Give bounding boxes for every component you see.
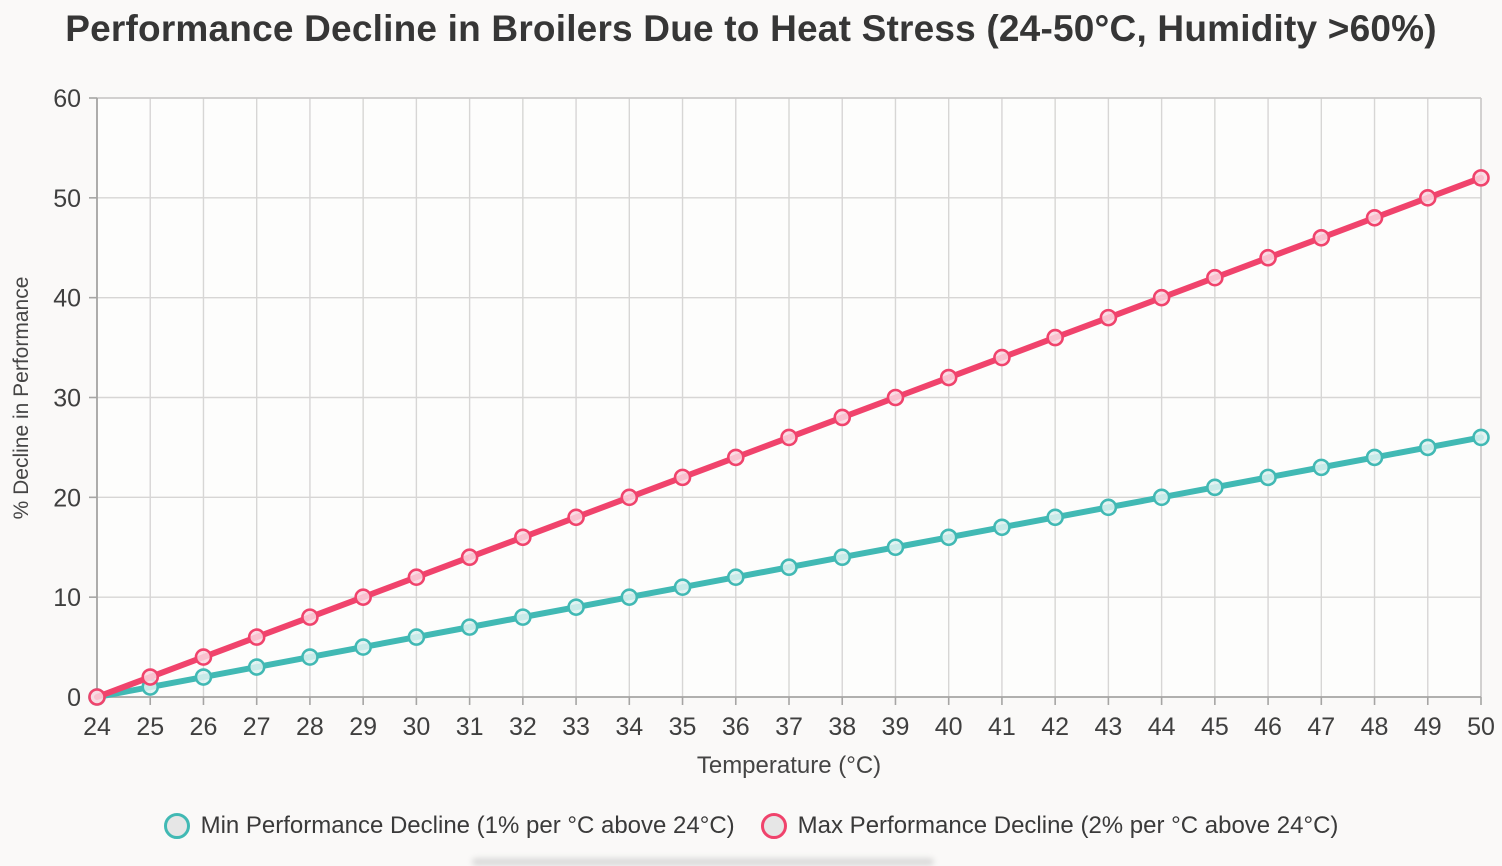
- data-point-min: [1312, 458, 1331, 477]
- data-point-max: [88, 688, 106, 706]
- chart-title: Performance Decline in Broilers Due to H…: [65, 8, 1437, 49]
- legend-item-min: Min Performance Decline (1% per °C above…: [163, 812, 735, 840]
- data-point-max: [194, 648, 213, 666]
- data-point-max: [939, 368, 958, 387]
- data-point-min: [939, 528, 958, 547]
- x-tick-label: 44: [1148, 713, 1176, 741]
- y-tick-label: 60: [53, 85, 81, 113]
- data-point-min: [1418, 438, 1437, 457]
- data-point-min: [1099, 498, 1118, 517]
- data-point-max: [1152, 288, 1171, 307]
- data-point-min: [460, 618, 479, 636]
- data-point-min: [1472, 428, 1490, 447]
- min-series-marker-icon: [163, 813, 190, 839]
- data-point-max: [1418, 189, 1437, 207]
- data-point-max: [726, 448, 745, 467]
- x-tick-label: 39: [882, 713, 910, 741]
- x-tick-label: 37: [775, 713, 803, 741]
- x-tick-label: 31: [456, 713, 484, 741]
- data-point-max: [407, 568, 426, 587]
- data-point-max: [833, 408, 852, 427]
- y-tick-label: 50: [53, 185, 81, 213]
- max-series-marker-icon: [760, 813, 787, 839]
- legend-label-max: Max Performance Decline (2% per °C above…: [797, 812, 1339, 839]
- data-point-min: [993, 518, 1011, 537]
- data-point-min: [1046, 508, 1064, 527]
- x-tick-label: 41: [988, 713, 1016, 741]
- x-tick-label: 33: [562, 713, 590, 741]
- data-point-max: [514, 528, 532, 547]
- y-tick-label: 10: [53, 584, 81, 612]
- x-tick-label: 46: [1254, 713, 1282, 741]
- x-tick-label: 35: [669, 713, 697, 741]
- data-point-max: [301, 608, 319, 626]
- data-point-min: [620, 588, 639, 606]
- data-point-max: [247, 628, 266, 646]
- x-tick-label: 43: [1094, 713, 1122, 741]
- data-point-max: [620, 488, 639, 507]
- data-point-min: [194, 668, 213, 686]
- legend: Min Performance Decline (1% per °C above…: [0, 812, 1502, 840]
- y-tick-label: 0: [67, 684, 81, 712]
- data-point-min: [247, 658, 266, 676]
- x-tick-label: 34: [615, 713, 643, 741]
- data-point-min: [1365, 448, 1384, 467]
- x-tick-label: 26: [190, 713, 218, 741]
- bottom-artifact: [472, 858, 934, 866]
- x-tick-label: 29: [349, 713, 377, 741]
- x-tick-label: 50: [1467, 713, 1495, 741]
- data-point-max: [1472, 169, 1490, 187]
- data-point-min: [1206, 478, 1224, 497]
- data-point-max: [354, 588, 372, 606]
- data-point-max: [460, 548, 479, 567]
- x-tick-label: 48: [1361, 713, 1389, 741]
- data-point-max: [1259, 248, 1277, 267]
- x-tick-label: 30: [402, 713, 430, 741]
- x-tick-label: 49: [1414, 713, 1442, 741]
- x-tick-label: 40: [935, 713, 963, 741]
- data-point-min: [886, 538, 905, 557]
- y-tick-label: 20: [53, 484, 81, 512]
- data-point-min: [1259, 468, 1277, 487]
- x-tick-label: 27: [243, 713, 271, 741]
- x-axis-label: Temperature (°C): [696, 752, 882, 779]
- data-point-max: [993, 348, 1011, 367]
- data-point-max: [1099, 308, 1118, 327]
- data-point-min: [780, 558, 798, 577]
- data-point-min: [301, 648, 319, 666]
- y-tick-label: 40: [53, 285, 81, 313]
- x-tick-label: 32: [509, 713, 537, 741]
- data-point-max: [567, 508, 585, 527]
- data-point-max: [886, 388, 905, 407]
- data-point-min: [354, 638, 372, 656]
- data-point-min: [1152, 488, 1171, 507]
- x-tick-label: 36: [722, 713, 750, 741]
- legend-item-max: Max Performance Decline (2% per °C above…: [760, 812, 1339, 840]
- x-tick-label: 47: [1307, 713, 1335, 741]
- x-tick-label: 45: [1201, 713, 1229, 741]
- x-tick-label: 42: [1041, 713, 1069, 741]
- data-point-max: [780, 428, 798, 447]
- data-point-min: [514, 608, 532, 626]
- data-point-min: [567, 598, 585, 616]
- data-point-max: [141, 668, 160, 686]
- y-tick-label: 30: [53, 385, 81, 413]
- data-point-min: [407, 628, 426, 646]
- x-tick-label: 28: [296, 713, 324, 741]
- data-point-max: [1206, 268, 1224, 287]
- data-point-max: [1365, 209, 1384, 227]
- legend-label-min: Min Performance Decline (1% per °C above…: [200, 812, 735, 839]
- x-tick-label: 25: [136, 713, 164, 741]
- data-point-max: [673, 468, 692, 487]
- data-point-max: [1312, 228, 1331, 247]
- x-tick-label: 38: [828, 713, 856, 741]
- data-point-min: [726, 568, 745, 587]
- x-tick-label: 24: [83, 713, 111, 741]
- data-point-min: [673, 578, 692, 596]
- data-point-max: [1046, 328, 1064, 347]
- data-point-min: [833, 548, 852, 567]
